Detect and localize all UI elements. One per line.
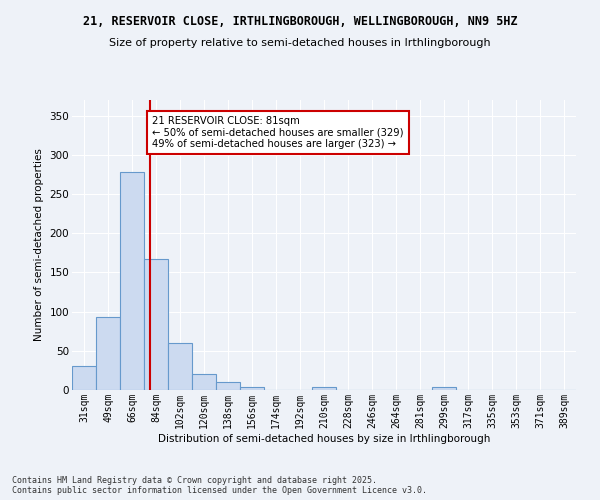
Bar bbox=[240, 387, 264, 390]
Text: 21, RESERVOIR CLOSE, IRTHLINGBOROUGH, WELLINGBOROUGH, NN9 5HZ: 21, RESERVOIR CLOSE, IRTHLINGBOROUGH, WE… bbox=[83, 15, 517, 28]
Bar bbox=[216, 382, 240, 390]
Bar bbox=[120, 172, 144, 390]
Y-axis label: Number of semi-detached properties: Number of semi-detached properties bbox=[34, 148, 44, 342]
Text: 21 RESERVOIR CLOSE: 81sqm
← 50% of semi-detached houses are smaller (329)
49% of: 21 RESERVOIR CLOSE: 81sqm ← 50% of semi-… bbox=[152, 116, 404, 149]
Bar bbox=[192, 374, 216, 390]
Bar bbox=[96, 317, 120, 390]
Bar bbox=[72, 366, 96, 390]
Bar bbox=[168, 343, 192, 390]
Text: Size of property relative to semi-detached houses in Irthlingborough: Size of property relative to semi-detach… bbox=[109, 38, 491, 48]
Text: Contains HM Land Registry data © Crown copyright and database right 2025.
Contai: Contains HM Land Registry data © Crown c… bbox=[12, 476, 427, 495]
X-axis label: Distribution of semi-detached houses by size in Irthlingborough: Distribution of semi-detached houses by … bbox=[158, 434, 490, 444]
Bar bbox=[312, 387, 336, 390]
Bar bbox=[432, 387, 456, 390]
Bar bbox=[144, 259, 168, 390]
